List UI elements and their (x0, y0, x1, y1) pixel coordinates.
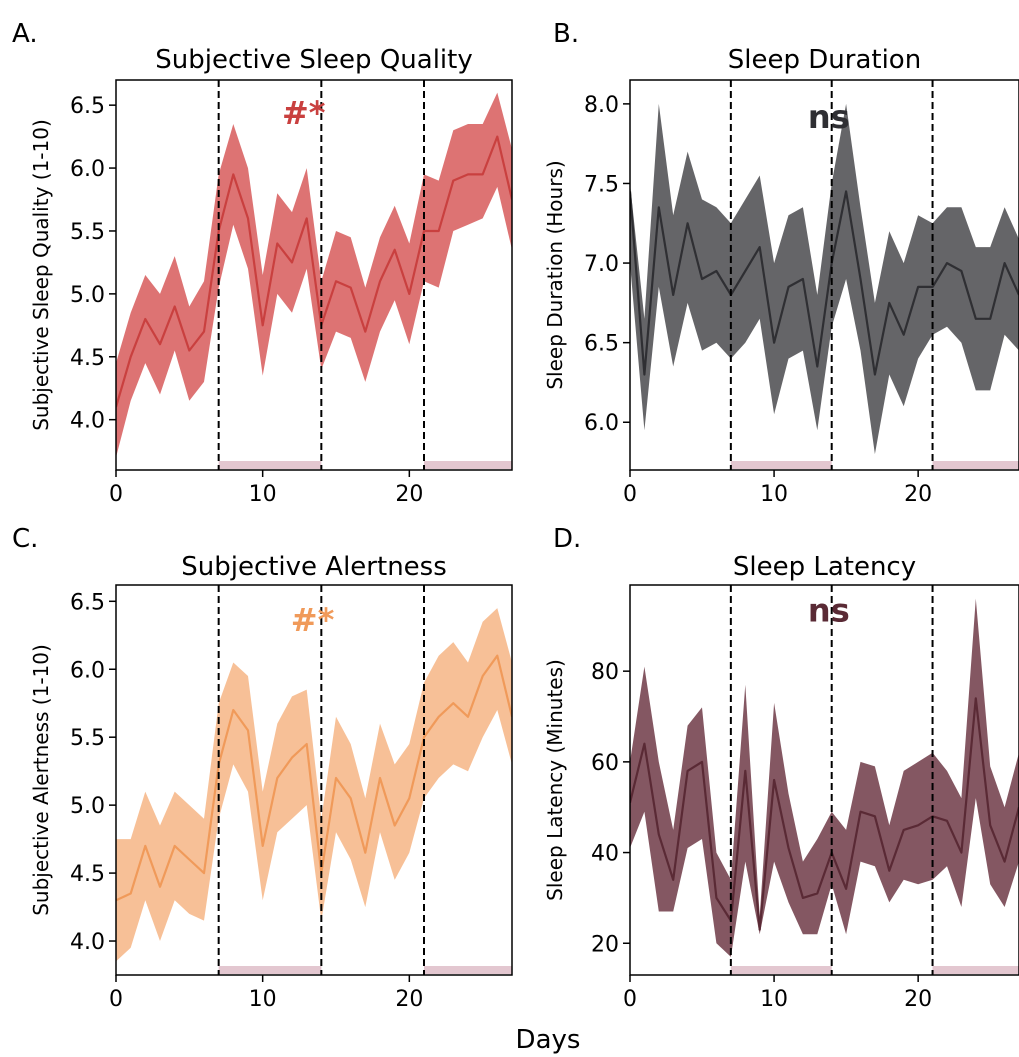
condition-bar (424, 461, 512, 469)
panel-4: D. Sleep Latency Sleep Latency (Minutes) ns… (543, 524, 1019, 1012)
x-tick-label: 20 (395, 482, 423, 507)
axes-frame (115, 584, 513, 976)
plot-area: #* (116, 80, 512, 470)
x-tick-label: 10 (760, 482, 788, 507)
condition-bar (932, 461, 1019, 469)
condition-bar (932, 966, 1019, 974)
x-tick-label: 0 (109, 482, 123, 507)
condition-bar (218, 966, 322, 974)
mean-line (116, 654, 512, 902)
x-tick-label: 20 (904, 482, 932, 507)
x-tick-label: 20 (904, 987, 932, 1012)
condition-bar (218, 461, 322, 469)
condition-bar (730, 461, 832, 469)
panel-label: B. (553, 19, 579, 49)
mean-line (630, 697, 1019, 931)
axes-frame (629, 79, 1019, 471)
x-tick-label: 0 (623, 482, 637, 507)
y-tick-label: 6.5 (70, 94, 105, 119)
significance-annotation: #* (291, 601, 335, 639)
chart-title: Subjective Sleep Quality (155, 45, 472, 75)
panel-1: A. Subjective Sleep Quality Subjective Sle… (12, 19, 513, 507)
condition-bar (730, 966, 832, 974)
y-tick-label: 4.0 (70, 409, 105, 434)
chart-title: Sleep Latency (733, 552, 916, 582)
axes-frame (629, 584, 1019, 976)
plot-area: ns (630, 585, 1019, 975)
panel-label: D. (553, 524, 581, 554)
significance-annotation: #* (282, 94, 326, 132)
condition-bar (424, 966, 512, 974)
y-axis-label: Subjective Alertness (1-10) (29, 644, 53, 916)
y-axis-label: Sleep Latency (Minutes) (543, 659, 567, 901)
mean-line (116, 135, 512, 408)
y-tick-label: 6.0 (584, 411, 619, 436)
y-tick-label: 5.5 (70, 220, 105, 245)
y-axis-label: Subjective Sleep Quality (1-10) (29, 119, 53, 431)
panel-2: B. Sleep Duration Sleep Duration (Hours) ns… (543, 19, 1019, 507)
axes-frame (115, 79, 513, 471)
y-tick-label: 6.0 (70, 157, 105, 182)
confidence-band (630, 598, 1019, 957)
y-tick-label: 6.5 (70, 590, 105, 615)
x-tick-label: 10 (760, 987, 788, 1012)
mean-line (630, 190, 1019, 376)
panel-3: C. Subjective Alertness Subjective Alertne… (12, 524, 513, 1012)
y-tick-label: 8.0 (584, 93, 619, 118)
confidence-band (116, 608, 512, 962)
panel-label: A. (12, 19, 38, 49)
plot-area: #* (116, 585, 512, 975)
x-tick-label: 20 (395, 987, 423, 1012)
x-tick-label: 10 (249, 482, 277, 507)
y-tick-label: 4.5 (70, 862, 105, 887)
y-tick-label: 40 (591, 842, 619, 867)
significance-annotation: ns (808, 98, 850, 136)
x-tick-label: 10 (249, 987, 277, 1012)
y-axis-label: Sleep Duration (Hours) (543, 160, 567, 389)
y-tick-label: 20 (591, 932, 619, 957)
y-tick-label: 4.5 (70, 346, 105, 371)
plot-area: ns (630, 80, 1019, 470)
y-tick-label: 7.5 (584, 172, 619, 197)
y-tick-label: 4.0 (70, 930, 105, 955)
y-tick-label: 5.5 (70, 726, 105, 751)
y-tick-label: 6.0 (70, 658, 105, 683)
panel-label: C. (12, 524, 38, 554)
x-tick-label: 0 (109, 987, 123, 1012)
y-tick-label: 5.0 (70, 283, 105, 308)
chart-title: Sleep Duration (728, 45, 921, 75)
y-tick-label: 60 (591, 751, 619, 776)
y-tick-label: 7.0 (584, 252, 619, 277)
x-tick-label: 0 (623, 987, 637, 1012)
confidence-band (630, 103, 1019, 455)
figure-xlabel: Days (516, 1025, 581, 1055)
y-tick-label: 6.5 (584, 332, 619, 357)
y-tick-label: 80 (591, 660, 619, 685)
y-tick-label: 5.0 (70, 794, 105, 819)
significance-annotation: ns (808, 591, 850, 629)
chart-title: Subjective Alertness (181, 552, 447, 582)
